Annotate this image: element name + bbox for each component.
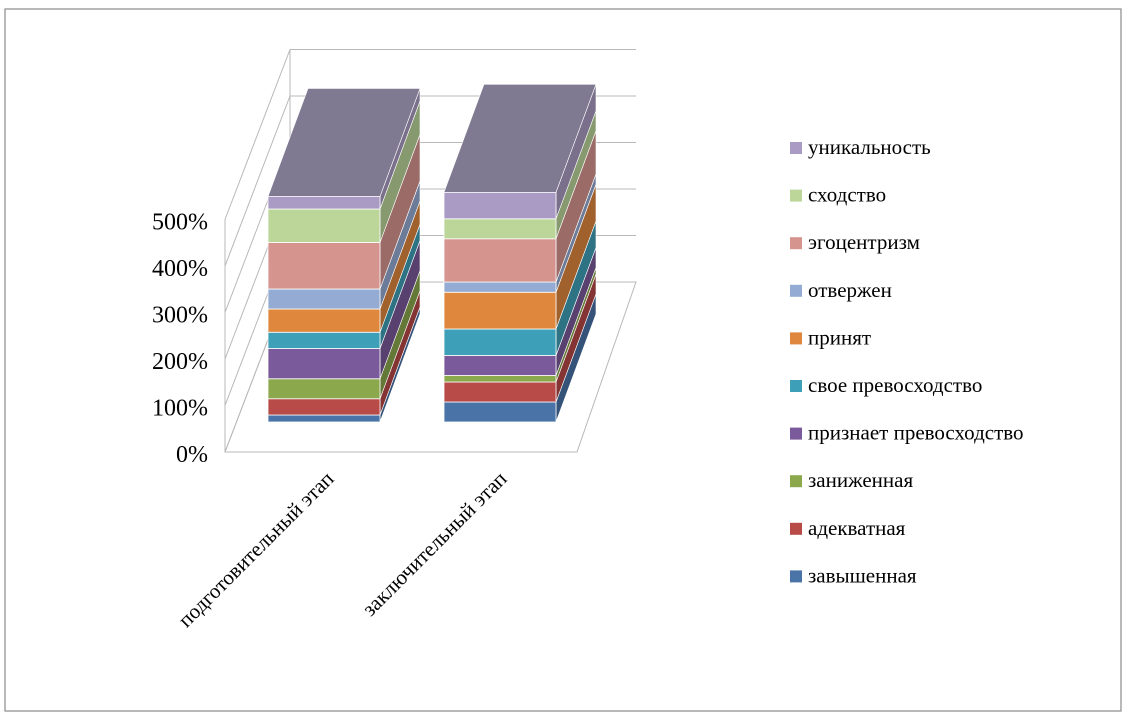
legend-swatch [790, 427, 802, 440]
legend-swatch [790, 475, 802, 488]
bar-segment [267, 398, 381, 416]
legend-label: принят [808, 325, 871, 349]
bar-segment [267, 196, 381, 210]
legend-label: признает превосходство [808, 421, 1024, 445]
legend-label: отвержен [808, 278, 892, 302]
legend-swatch [790, 284, 802, 297]
bar-segment [443, 401, 557, 423]
legend-swatch [790, 570, 802, 583]
y-tick-label: 0% [176, 442, 208, 468]
bar-segment [267, 378, 381, 400]
legend-swatch [790, 237, 802, 250]
legend-label: уникальность [808, 135, 931, 159]
bar-segment [267, 348, 381, 380]
bar-segment [443, 381, 557, 403]
bar-segment [443, 238, 557, 283]
legend: уникальность сходство эгоцентризм отвержен п… [790, 135, 1024, 587]
bar-segment [267, 242, 381, 290]
legend-swatch [790, 380, 802, 392]
bar-segment [267, 208, 381, 243]
bar-segment [267, 414, 381, 423]
legend-swatch [790, 522, 802, 535]
y-axis-ticks: 0% 100% 200% 300% 400% 500% [152, 210, 208, 469]
bar-segment [443, 355, 557, 376]
y-tick-label: 100% [152, 396, 208, 422]
bar-segment [443, 328, 557, 356]
legend-label: сходство [808, 183, 886, 207]
bar-segment [443, 191, 557, 220]
y-tick-label: 400% [152, 256, 208, 282]
legend-swatch [790, 189, 802, 202]
bar-segment [443, 375, 557, 383]
legend-label: заниженная [808, 468, 913, 492]
bar-segment [443, 291, 557, 330]
legend-label: свое превосходство [808, 373, 982, 397]
legend-swatch [790, 142, 802, 154]
legend-label: эгоцентризм [808, 230, 920, 254]
y-tick-label: 500% [152, 210, 208, 236]
y-tick-label: 300% [152, 303, 208, 329]
bar-segment [267, 331, 381, 349]
legend-label: адекватная [808, 516, 906, 540]
side-wall-gridline [224, 49, 291, 220]
bar-segment [443, 218, 557, 240]
bar-segment [267, 308, 381, 333]
side-wall-gridline [224, 95, 291, 267]
bar-top-face [443, 83, 597, 193]
bar-segment [267, 288, 381, 310]
bar-segment [443, 281, 557, 293]
legend-swatch [790, 332, 802, 345]
chart-bars [267, 83, 597, 423]
y-tick-label: 200% [152, 349, 208, 375]
legend-label: завышенная [808, 563, 917, 587]
bar-top-face [267, 88, 421, 197]
